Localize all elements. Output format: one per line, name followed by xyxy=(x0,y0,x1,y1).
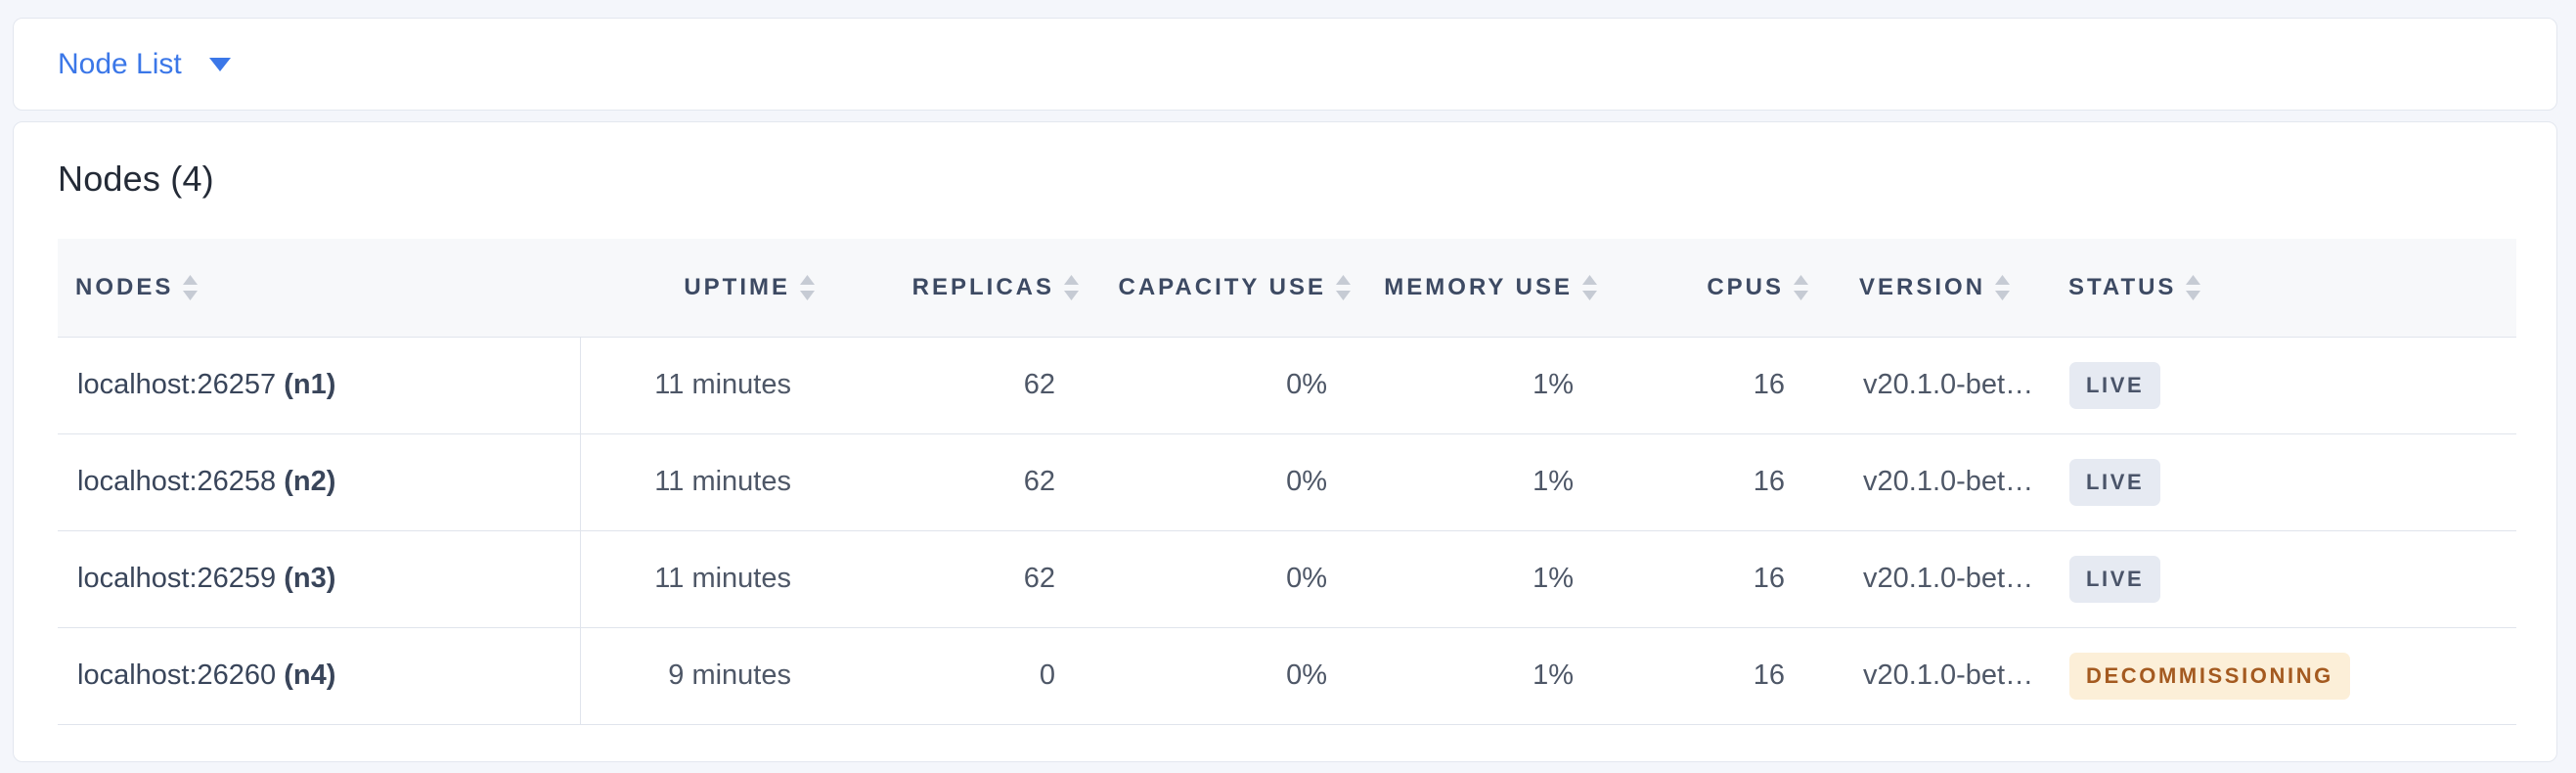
cell-capacity-use: 0% xyxy=(1098,433,1370,531)
node-address: localhost:26258 xyxy=(77,466,285,497)
column-label: NODES xyxy=(75,273,174,300)
sort-icon xyxy=(2186,274,2201,300)
node-id: (n4) xyxy=(284,659,336,691)
cell-memory-use: 1% xyxy=(1370,627,1617,725)
page-title: Nodes (4) xyxy=(58,159,214,199)
table-row: localhost:26258 (n2) 11 minutes 62 0% 1% 16 v2… xyxy=(58,433,2516,531)
table-row: localhost:26259 (n3) 11 minutes 62 0% 1% 16 v2… xyxy=(58,530,2516,628)
cell-cpus: 16 xyxy=(1617,627,1828,725)
cell-status: LIVE xyxy=(2055,337,2516,434)
cell-memory-use: 1% xyxy=(1370,337,1617,434)
cell-replicas: 62 xyxy=(834,337,1098,434)
view-selector-bar: Node List xyxy=(13,18,2557,111)
column-label: REPLICAS xyxy=(911,273,1054,300)
cell-capacity-use: 0% xyxy=(1098,530,1370,628)
column-header-version[interactable]: VERSION xyxy=(1828,239,2055,338)
sort-icon xyxy=(800,274,815,300)
status-badge: DECOMMISSIONING xyxy=(2069,652,2350,700)
column-label: MEMORY USE xyxy=(1384,273,1573,300)
node-id: (n1) xyxy=(284,369,336,400)
node-address: localhost:26257 xyxy=(77,369,285,400)
column-header-status[interactable]: STATUS xyxy=(2055,239,2516,338)
cell-nodes: localhost:26260 (n4) xyxy=(58,627,581,725)
sort-icon xyxy=(1336,274,1351,300)
view-selector-label: Node List xyxy=(58,47,182,80)
table-header-row: NODES UPTIME REPLICAS CAPACITY USE MEMORY US… xyxy=(58,239,2516,338)
sort-icon xyxy=(1995,274,2011,300)
column-label: VERSION xyxy=(1859,273,1986,300)
cell-nodes: localhost:26258 (n2) xyxy=(58,433,581,531)
cell-replicas: 62 xyxy=(834,433,1098,531)
table-body: localhost:26257 (n1) 11 minutes 62 0% 1% 16 v2… xyxy=(58,337,2516,725)
cell-capacity-use: 0% xyxy=(1098,337,1370,434)
column-header-nodes[interactable]: NODES xyxy=(58,239,580,338)
cell-memory-use: 1% xyxy=(1370,433,1617,531)
cell-cpus: 16 xyxy=(1617,530,1828,628)
column-header-cpus[interactable]: CPUS xyxy=(1617,239,1828,338)
column-label: UPTIME xyxy=(684,273,790,300)
column-label: CPUS xyxy=(1707,273,1784,300)
nodes-card: Nodes (4) NODES UPTIME REPLICAS CAPACITY US… xyxy=(13,121,2557,762)
cell-nodes: localhost:26257 (n1) xyxy=(58,337,581,434)
column-label: CAPACITY USE xyxy=(1118,273,1326,300)
cell-uptime: 9 minutes xyxy=(580,627,834,725)
node-id: (n3) xyxy=(284,563,336,594)
cell-cpus: 16 xyxy=(1617,337,1828,434)
sort-icon xyxy=(183,274,199,300)
cell-status: DECOMMISSIONING xyxy=(2055,627,2516,725)
sort-icon xyxy=(1064,274,1079,300)
cell-version: v20.1.0-bet… xyxy=(1828,337,2055,434)
cell-nodes: localhost:26259 (n3) xyxy=(58,530,581,628)
table-row: localhost:26260 (n4) 9 minutes 0 0% 1% 16 v20.… xyxy=(58,627,2516,725)
column-label: STATUS xyxy=(2068,273,2177,300)
column-header-memory-use[interactable]: MEMORY USE xyxy=(1370,239,1617,338)
status-badge: LIVE xyxy=(2069,458,2161,506)
cell-cpus: 16 xyxy=(1617,433,1828,531)
cell-replicas: 62 xyxy=(834,530,1098,628)
status-badge: LIVE xyxy=(2069,361,2161,409)
column-header-capacity-use[interactable]: CAPACITY USE xyxy=(1098,239,1370,338)
column-header-replicas[interactable]: REPLICAS xyxy=(834,239,1098,338)
cell-uptime: 11 minutes xyxy=(580,337,834,434)
cell-version: v20.1.0-bet… xyxy=(1828,433,2055,531)
column-header-uptime[interactable]: UPTIME xyxy=(580,239,834,338)
sort-icon xyxy=(1582,274,1597,300)
sort-icon xyxy=(1794,274,1808,300)
nodes-table: NODES UPTIME REPLICAS CAPACITY USE MEMORY US… xyxy=(58,239,2516,725)
caret-down-icon xyxy=(208,57,231,71)
node-id: (n2) xyxy=(284,466,336,497)
cell-uptime: 11 minutes xyxy=(580,530,834,628)
cell-memory-use: 1% xyxy=(1370,530,1617,628)
cell-replicas: 0 xyxy=(834,627,1098,725)
cell-version: v20.1.0-bet… xyxy=(1828,530,2055,628)
table-row: localhost:26257 (n1) 11 minutes 62 0% 1% 16 v2… xyxy=(58,337,2516,434)
view-selector-dropdown[interactable]: Node List xyxy=(58,47,231,80)
cell-capacity-use: 0% xyxy=(1098,627,1370,725)
cell-uptime: 11 minutes xyxy=(580,433,834,531)
node-address: localhost:26260 xyxy=(77,659,285,691)
cell-version: v20.1.0-bet… xyxy=(1828,627,2055,725)
node-address: localhost:26259 xyxy=(77,563,285,594)
cell-status: LIVE xyxy=(2055,530,2516,628)
cell-status: LIVE xyxy=(2055,433,2516,531)
status-badge: LIVE xyxy=(2069,555,2161,603)
